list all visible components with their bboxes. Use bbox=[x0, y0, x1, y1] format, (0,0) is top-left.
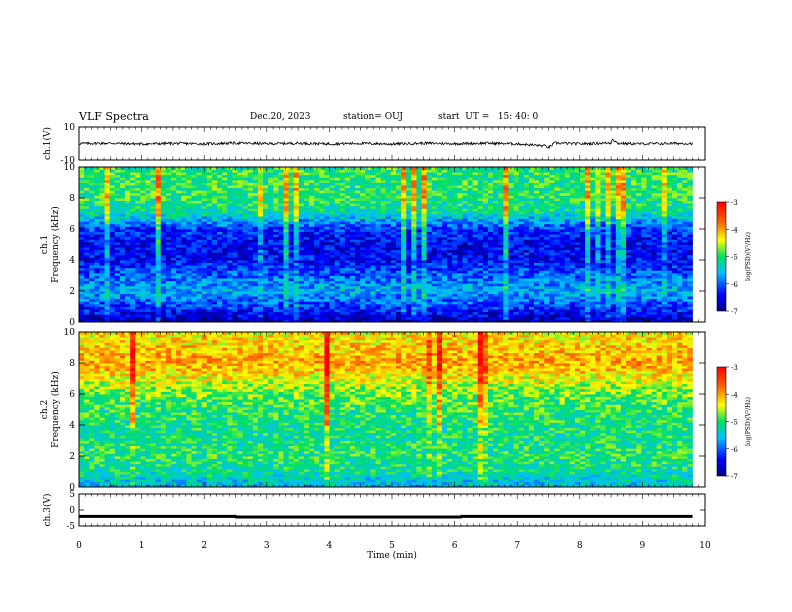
y-tick-label: 10 bbox=[64, 123, 76, 133]
y-axis-label: Frequency (kHz) bbox=[50, 206, 61, 283]
x-axis-label: Time (min) bbox=[367, 550, 417, 561]
waveform-trace bbox=[78, 138, 693, 150]
y-tick-label: 8 bbox=[69, 359, 75, 369]
ch2-spectrogram-panel: 0 2 4 6 8 10 ch.2 Frequency (kHz) bbox=[40, 328, 706, 493]
spectrogram-cells bbox=[79, 332, 693, 488]
x-tick-label: 7 bbox=[514, 541, 520, 551]
colorbar-tick-label: -7 bbox=[731, 308, 738, 316]
y-tick-label: 0 bbox=[69, 483, 75, 493]
x-tick-label: 8 bbox=[577, 541, 583, 551]
colorbar-tick-label: -5 bbox=[731, 254, 738, 262]
y-tick-label: 8 bbox=[69, 194, 75, 204]
colorbar-label: log(PSD)(V²/Hz) bbox=[745, 397, 752, 446]
x-tick-label: 5 bbox=[389, 541, 395, 551]
colorbar-scale bbox=[716, 366, 727, 477]
y-tick-label: 0 bbox=[69, 506, 75, 516]
ch1-spectrogram-panel: 0 2 4 6 8 10 ch.1 Frequency (kHz) bbox=[40, 163, 706, 328]
colorbar-label: log(PSD)(V²/Hz) bbox=[745, 232, 752, 281]
y-axis-label: ch.2 bbox=[40, 400, 50, 419]
colorbar-tick-label: -4 bbox=[731, 391, 738, 399]
start-time-label: start UT = 15: 40: 0 bbox=[438, 112, 539, 122]
y-tick-label: 4 bbox=[69, 421, 75, 431]
y-tick-label: 4 bbox=[69, 256, 75, 266]
colorbar-scale bbox=[716, 201, 727, 312]
x-tick-label: 1 bbox=[139, 541, 145, 551]
chart-title: VLF Spectra bbox=[79, 110, 149, 123]
y-tick-label: 6 bbox=[69, 390, 75, 400]
colorbar-tick-label: -6 bbox=[731, 281, 738, 289]
y-axis-label: Frequency (kHz) bbox=[50, 371, 61, 448]
y-tick-label: 10 bbox=[64, 328, 76, 338]
x-tick-label: 3 bbox=[264, 541, 270, 551]
x-tick-label: 4 bbox=[327, 541, 333, 551]
ch1-waveform-panel: 10 -10 ch.1(V) bbox=[42, 123, 706, 166]
y-tick-label: 2 bbox=[69, 287, 75, 297]
y-tick-label: -10 bbox=[61, 156, 76, 166]
ch1-colorbar: -3 -4 -5 -6 -7 log(PSD)(V²/Hz) bbox=[716, 199, 752, 316]
ch2-colorbar: -3 -4 -5 -6 -7 log(PSD)(V²/Hz) bbox=[716, 364, 752, 481]
y-tick-label: 0 bbox=[69, 318, 75, 328]
time-axis: 0 1 2 3 4 5 6 7 8 9 10 Time (min) bbox=[76, 541, 711, 561]
x-tick-label: 6 bbox=[452, 541, 458, 551]
colorbar-tick-label: -7 bbox=[731, 473, 738, 481]
x-tick-label: 9 bbox=[640, 541, 646, 551]
colorbar-tick-label: -4 bbox=[731, 226, 738, 234]
y-tick-label: 5 bbox=[69, 490, 75, 500]
x-tick-label: 10 bbox=[699, 541, 711, 551]
colorbar-tick-label: -6 bbox=[731, 446, 738, 454]
y-tick-label: 2 bbox=[69, 452, 75, 462]
y-tick-label: 6 bbox=[69, 225, 75, 235]
y-axis-label: ch.1(V) bbox=[42, 127, 53, 160]
x-tick-label: 2 bbox=[201, 541, 207, 551]
y-tick-label: -5 bbox=[66, 522, 75, 532]
waveform-trace bbox=[79, 514, 693, 519]
ch3-waveform-panel: 5 0 -5 ch.3(V) bbox=[42, 490, 706, 532]
y-axis-label: ch.1 bbox=[40, 235, 50, 254]
y-tick-label: 10 bbox=[64, 163, 76, 173]
colorbar-tick-label: -3 bbox=[731, 199, 738, 207]
colorbar-tick-label: -3 bbox=[731, 364, 738, 372]
y-axis-label: ch.3(V) bbox=[42, 494, 53, 527]
x-tick-label: 0 bbox=[76, 541, 82, 551]
colorbar-tick-label: -5 bbox=[731, 419, 738, 427]
date-label: Dec.20, 2023 bbox=[250, 112, 311, 122]
spectrogram-cells bbox=[79, 167, 693, 323]
station-label: station= OUJ bbox=[343, 112, 404, 122]
